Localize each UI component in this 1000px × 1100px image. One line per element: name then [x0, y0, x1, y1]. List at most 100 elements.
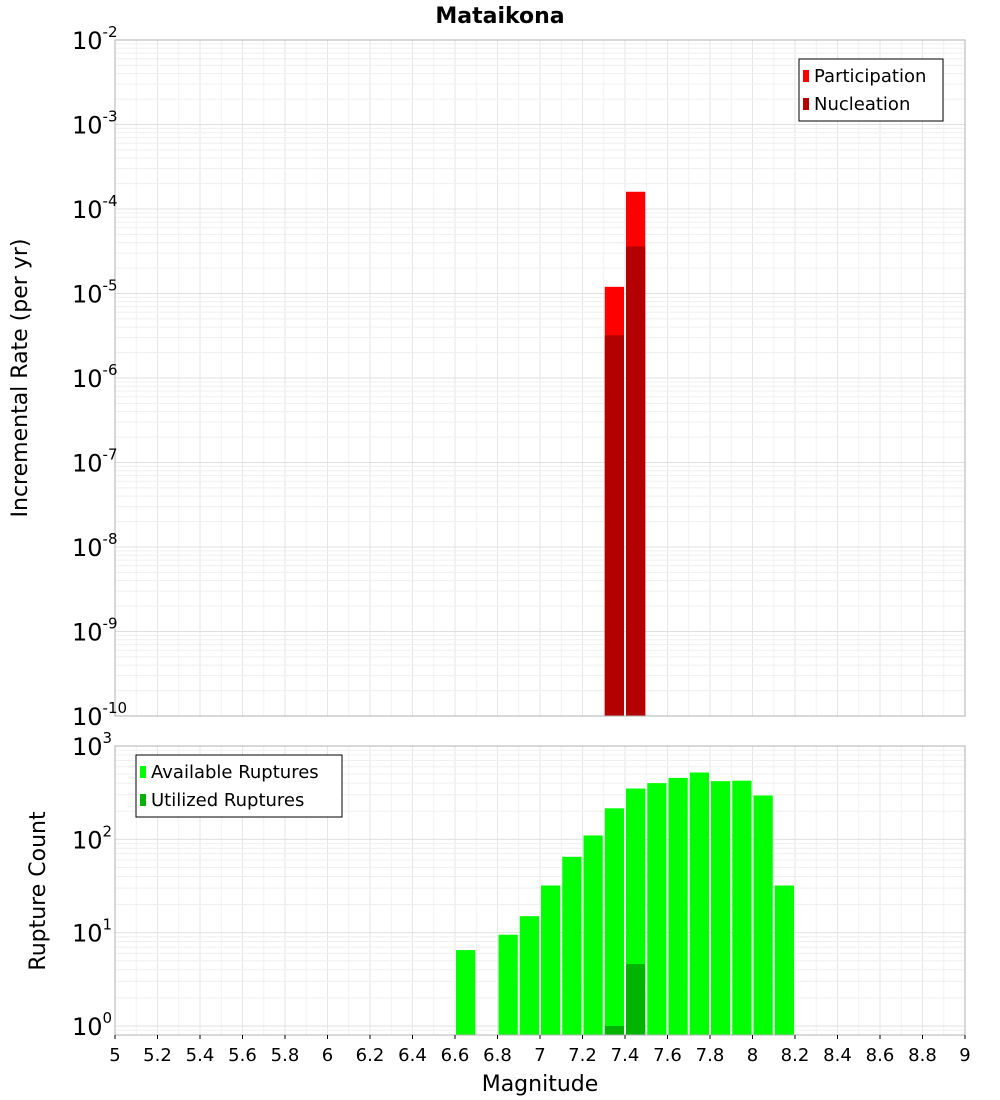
x-tick-label: 7.8	[696, 1045, 725, 1066]
x-tick-label: 6	[322, 1045, 333, 1066]
bar-available-ruptures	[732, 780, 752, 1035]
bar-available-ruptures	[498, 934, 518, 1035]
bar-available-ruptures	[583, 835, 603, 1035]
x-tick-label: 9	[959, 1045, 970, 1066]
x-tick-label: 5	[109, 1045, 120, 1066]
y-tick-label: 101	[72, 916, 112, 948]
x-tick-label: 8.8	[908, 1045, 937, 1066]
legend-label: Available Ruptures	[151, 762, 319, 783]
x-tick-label: 5.6	[228, 1045, 257, 1066]
bar-nucleation	[626, 246, 646, 716]
x-tick-label: 8.2	[781, 1045, 810, 1066]
y-tick-label: 102	[72, 822, 112, 854]
bar-available-ruptures	[668, 777, 688, 1035]
chart-title: Mataikona	[435, 4, 564, 29]
y-tick-base: 10	[72, 920, 103, 948]
y-tick-base: 10	[72, 703, 103, 731]
y-tick-base: 10	[72, 450, 103, 478]
bar-available-ruptures	[519, 916, 539, 1035]
top-grid	[114, 39, 966, 717]
x-tick-label: 5.2	[143, 1045, 172, 1066]
bar-available-ruptures	[562, 856, 582, 1035]
x-tick-label: 6.6	[441, 1045, 470, 1066]
y-tick-label: 103	[72, 729, 112, 761]
y-tick-exponent: 2	[103, 822, 113, 840]
x-tick-label: 6.8	[483, 1045, 512, 1066]
y-tick-exponent: 3	[103, 729, 113, 747]
y-tick-base: 10	[72, 365, 103, 393]
bar-available-ruptures	[604, 808, 624, 1035]
y-tick-label: 10-5	[72, 277, 118, 309]
x-tick-label: 7	[534, 1045, 545, 1066]
legend-swatch	[803, 98, 809, 110]
y-tick-label: 10-2	[72, 23, 118, 55]
y-tick-base: 10	[72, 27, 103, 55]
top-bars	[604, 191, 646, 717]
y-tick-label: 100	[72, 1009, 112, 1041]
y-tick-exponent: -9	[103, 615, 118, 633]
bar-available-ruptures	[689, 772, 709, 1035]
y-tick-exponent: -2	[103, 23, 118, 41]
x-tick-label: 5.4	[186, 1045, 215, 1066]
x-tick-label: 8.4	[823, 1045, 852, 1066]
y-tick-exponent: 0	[103, 1009, 113, 1027]
y-tick-label: 10-7	[72, 446, 118, 478]
legend-label: Nucleation	[814, 94, 910, 115]
y-tick-label: 10-8	[72, 530, 118, 562]
bar-available-ruptures	[541, 885, 561, 1035]
y-tick-label: 10-4	[72, 192, 118, 224]
y-tick-exponent: -4	[103, 192, 118, 210]
bar-available-ruptures	[753, 795, 773, 1035]
bar-nucleation	[604, 335, 624, 716]
legend-swatch	[803, 70, 809, 82]
top-y-axis-label: Incremental Rate (per yr)	[8, 239, 33, 518]
y-tick-exponent: -6	[103, 361, 118, 379]
y-tick-exponent: -5	[103, 277, 118, 295]
top-legend: Participation Nucleation	[798, 58, 944, 122]
bar-utilized-ruptures	[604, 1025, 624, 1035]
y-tick-exponent: -7	[103, 446, 118, 464]
x-tick-label: 6.4	[398, 1045, 427, 1066]
bottom-legend: Available Ruptures Utilized Ruptures	[135, 754, 343, 818]
y-tick-base: 10	[72, 112, 103, 140]
y-tick-exponent: 1	[103, 916, 113, 934]
y-tick-exponent: -8	[103, 530, 118, 548]
x-tick-label: 8	[747, 1045, 758, 1066]
bar-available-ruptures	[647, 783, 667, 1035]
y-tick-base: 10	[72, 733, 103, 761]
y-tick-base: 10	[72, 196, 103, 224]
bottom-bars	[456, 772, 794, 1035]
y-tick-base: 10	[72, 1013, 103, 1041]
y-tick-exponent: -3	[103, 108, 118, 126]
x-tick-label: 7.2	[568, 1045, 597, 1066]
bar-available-ruptures	[456, 950, 476, 1035]
legend-label: Participation	[814, 66, 926, 87]
y-tick-exponent: -10	[103, 699, 128, 717]
x-tick-label: 7.4	[611, 1045, 640, 1066]
legend-swatch	[140, 766, 146, 778]
legend-box	[135, 754, 343, 818]
x-tick-label: 6.2	[356, 1045, 385, 1066]
x-tick-label: 7.6	[653, 1045, 682, 1066]
y-tick-label: 10-10	[72, 699, 127, 731]
top-plot-frame	[114, 39, 966, 717]
y-tick-label: 10-6	[72, 361, 118, 393]
y-tick-base: 10	[72, 619, 103, 647]
x-tick-label: 8.6	[866, 1045, 895, 1066]
y-tick-label: 10-3	[72, 108, 118, 140]
bottom-y-axis-label: Rupture Count	[26, 811, 51, 971]
y-tick-base: 10	[72, 534, 103, 562]
x-axis-label: Magnitude	[482, 1072, 599, 1097]
legend-swatch	[140, 794, 146, 806]
y-tick-base: 10	[72, 826, 103, 854]
y-tick-label: 10-9	[72, 615, 118, 647]
legend-box	[798, 58, 944, 122]
legend-label: Utilized Ruptures	[151, 790, 304, 811]
bar-available-ruptures	[774, 885, 794, 1035]
y-tick-base: 10	[72, 281, 103, 309]
bar-utilized-ruptures	[626, 964, 646, 1035]
